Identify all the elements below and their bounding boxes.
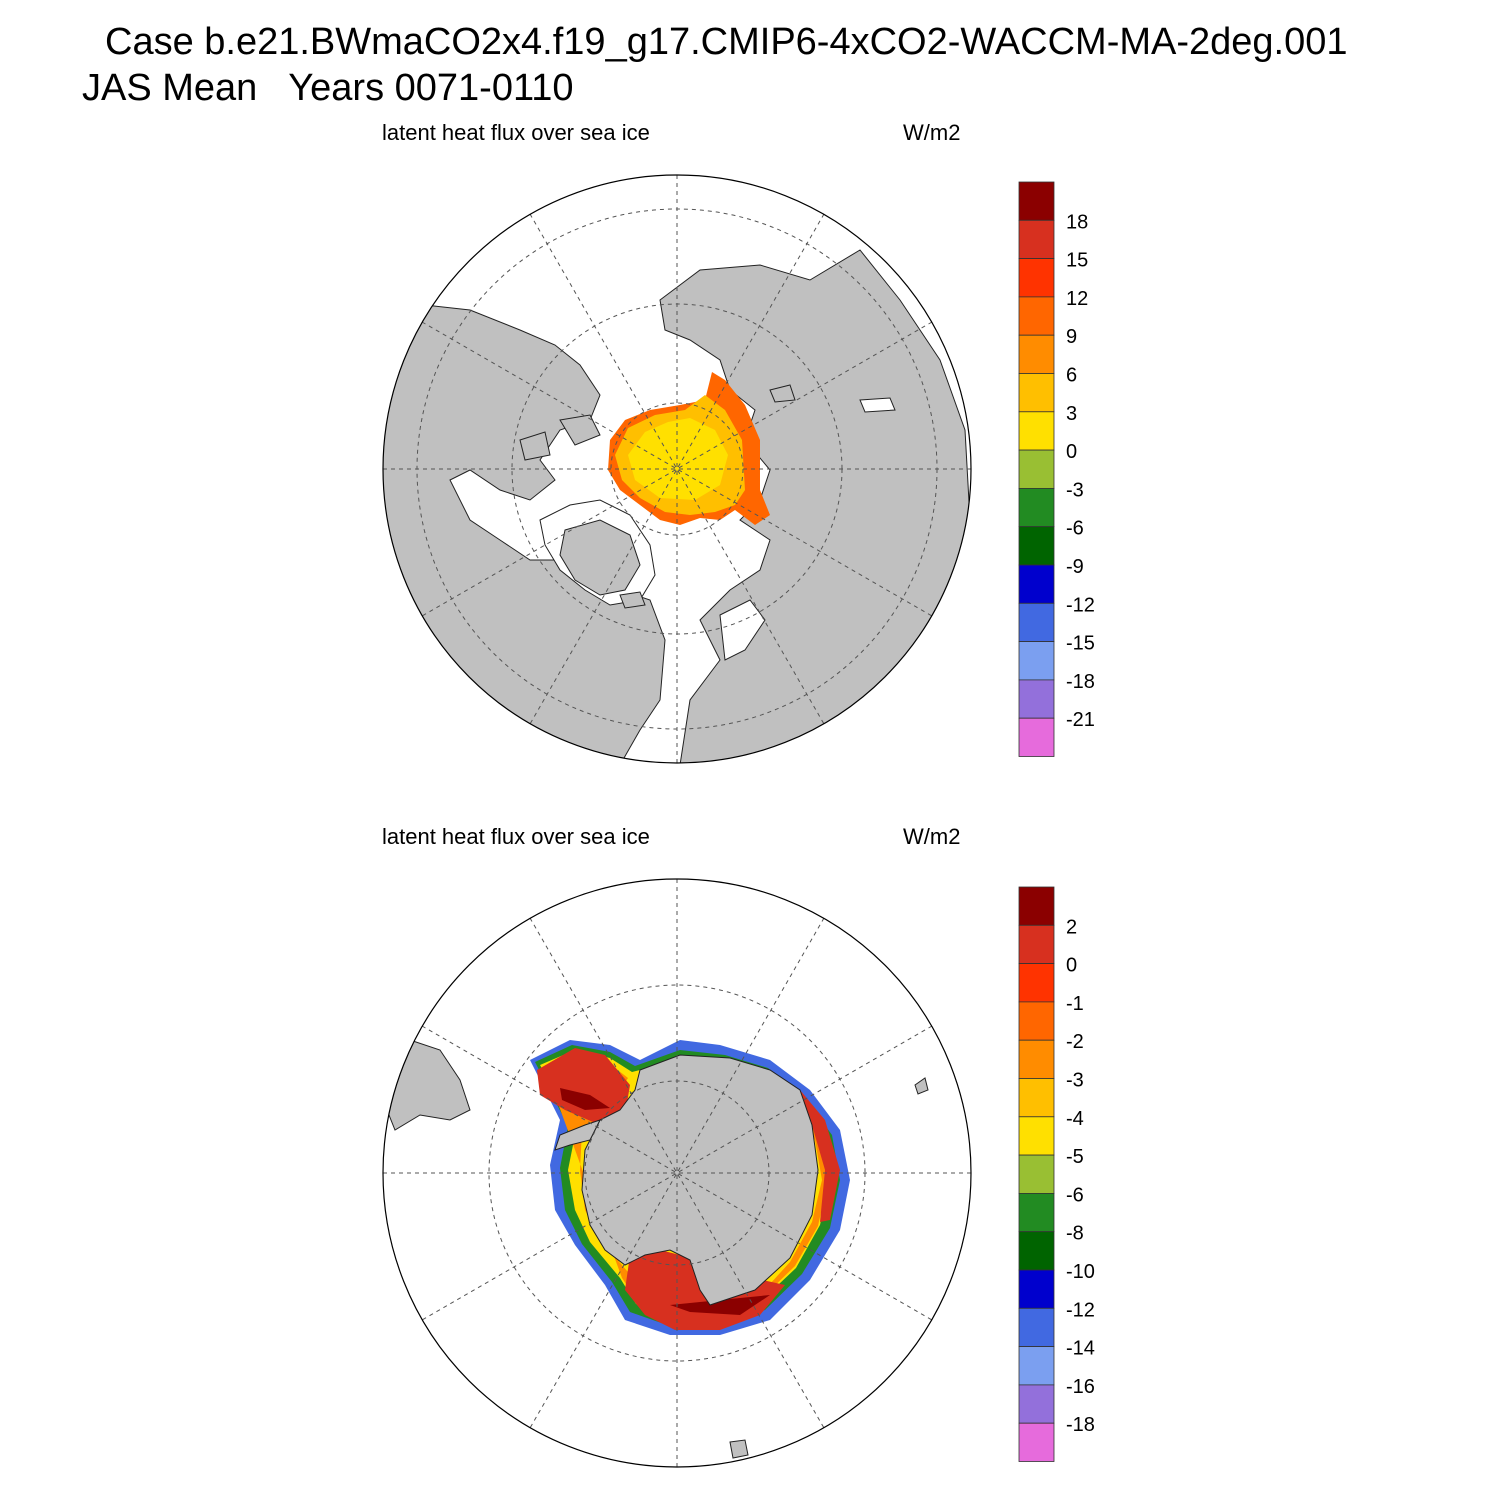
colorbar-swatch xyxy=(1018,1384,1055,1424)
colorbar-swatch xyxy=(1018,1346,1055,1386)
colorbar-tick-label: -3 xyxy=(1066,1070,1084,1092)
colorbar-tick-label: -4 xyxy=(1066,1108,1084,1130)
arctic-map-border xyxy=(382,174,972,764)
arctic-island-b xyxy=(519,431,551,461)
colorbar-tick-label: -6 xyxy=(1066,1184,1084,1206)
arctic-island-c xyxy=(769,384,796,403)
iceland-land xyxy=(619,591,646,609)
colorbar-tick-label: 2 xyxy=(1066,916,1077,938)
colorbar-tick-label: -1 xyxy=(1066,993,1084,1015)
arctic-land xyxy=(383,249,971,763)
colorbar-swatch xyxy=(1018,564,1055,604)
colorbar-swatch xyxy=(1018,924,1055,964)
colorbar-swatch xyxy=(1018,1154,1055,1194)
colorbar-swatch xyxy=(1018,487,1055,528)
east-coast-flux-hot xyxy=(795,1090,840,1222)
colorbar-swatch xyxy=(1018,1231,1055,1271)
ross-flux-max xyxy=(670,1295,770,1315)
colorbar-swatch xyxy=(1018,1116,1055,1156)
colorbar-tick-label: -14 xyxy=(1066,1338,1095,1360)
figure-title-case: Case b.e21.BWmaCO2x4.f19_g17.CMIP6-4xCO2… xyxy=(105,21,1348,63)
panel2-left-label: latent heat flux over sea ice xyxy=(382,824,650,849)
colorbar-swatch xyxy=(1018,1039,1055,1079)
antarctica-continent xyxy=(581,1054,819,1306)
colorbar-swatch xyxy=(1018,717,1055,757)
colorbar-tick-label: 12 xyxy=(1066,288,1088,310)
colorbar-swatch xyxy=(1018,641,1055,681)
new-zealand-land xyxy=(729,1439,749,1459)
weddell-flux-hot xyxy=(537,1048,630,1125)
colorbar-tick-label: -6 xyxy=(1066,518,1084,540)
panel1-left-label: latent heat flux over sea ice xyxy=(382,120,650,145)
colorbar-swatch xyxy=(1018,373,1055,413)
greenland-ice xyxy=(559,519,641,596)
colorbar-tick-label: -3 xyxy=(1066,479,1084,501)
arctic-island-d xyxy=(859,397,896,413)
colorbar-tick-label: -5 xyxy=(1066,1146,1084,1168)
antarctic-peninsula xyxy=(554,1119,601,1151)
arctic-flux-field xyxy=(608,372,770,525)
colorbar-swatch xyxy=(1018,1193,1055,1233)
colorbar-swatch xyxy=(1018,963,1055,1003)
colorbar-tick-label: -12 xyxy=(1066,1299,1095,1321)
colorbar-tick-label: -18 xyxy=(1066,1414,1095,1436)
colorbar-tick-label: -2 xyxy=(1066,1031,1084,1053)
colorbar-antarctic: 2 0 -1 -2 -3 -4 -5 -6 -8 -10 -12 -14 -16 -18 xyxy=(1018,886,1095,1462)
colorbar-swatch xyxy=(1018,1269,1055,1309)
colorbar-swatch xyxy=(1018,258,1055,298)
antarctic-gridlines xyxy=(383,879,971,1467)
colorbar-swatch xyxy=(1018,526,1055,566)
africa-tip xyxy=(914,1077,929,1095)
colorbar-swatch xyxy=(1018,886,1055,926)
figure-title-period: JAS Mean Years 0071-0110 xyxy=(82,67,574,109)
colorbar-tick-label: -16 xyxy=(1066,1376,1095,1398)
colorbar-tick-label: -8 xyxy=(1066,1223,1084,1245)
colorbar-tick-label: -10 xyxy=(1066,1261,1095,1283)
weddell-flux-max xyxy=(560,1088,610,1110)
colorbar-swatch xyxy=(1018,449,1055,489)
colorbar-tick-label: 9 xyxy=(1066,326,1077,348)
colorbar-arctic: 18 15 12 9 6 3 0 -3 -6 -9 -12 -15 -18 -21 xyxy=(1018,181,1095,757)
colorbar-swatch xyxy=(1018,181,1055,221)
colorbar-tick-label: -15 xyxy=(1066,633,1095,655)
colorbar-swatch xyxy=(1018,296,1055,336)
arctic-map xyxy=(382,174,972,764)
colorbar-swatch xyxy=(1018,1001,1055,1041)
antarctic-map-border xyxy=(382,878,972,1468)
panel1-units-label: W/m2 xyxy=(903,120,961,145)
colorbar-tick-label: -18 xyxy=(1066,671,1095,693)
colorbar-swatch xyxy=(1018,1307,1055,1348)
colorbar-tick-label: -9 xyxy=(1066,556,1084,578)
colorbar-tick-label: 3 xyxy=(1066,403,1077,425)
north-america-land xyxy=(383,304,666,763)
colorbar-tick-label: 15 xyxy=(1066,250,1088,272)
colorbar-swatch xyxy=(1018,602,1055,642)
colorbar-swatch xyxy=(1018,411,1055,451)
colorbar-tick-label: -12 xyxy=(1066,594,1095,616)
colorbar-swatch xyxy=(1018,1078,1055,1118)
colorbar-swatch xyxy=(1018,1422,1055,1462)
arctic-island-a xyxy=(559,414,601,446)
colorbar-tick-label: -21 xyxy=(1066,709,1095,731)
colorbar-tick-label: 0 xyxy=(1066,441,1077,463)
colorbar-swatch xyxy=(1018,219,1055,260)
colorbar-tick-label: 0 xyxy=(1066,955,1077,977)
colorbar-swatch xyxy=(1018,679,1055,719)
colorbar-tick-label: 18 xyxy=(1066,211,1088,233)
colorbar-swatch xyxy=(1018,334,1055,374)
arctic-flux-core xyxy=(628,418,728,500)
antarctic-map xyxy=(382,878,972,1468)
panel2-units-label: W/m2 xyxy=(903,824,961,849)
colorbar-tick-label: 6 xyxy=(1066,365,1077,387)
arctic-gridlines xyxy=(383,175,971,763)
